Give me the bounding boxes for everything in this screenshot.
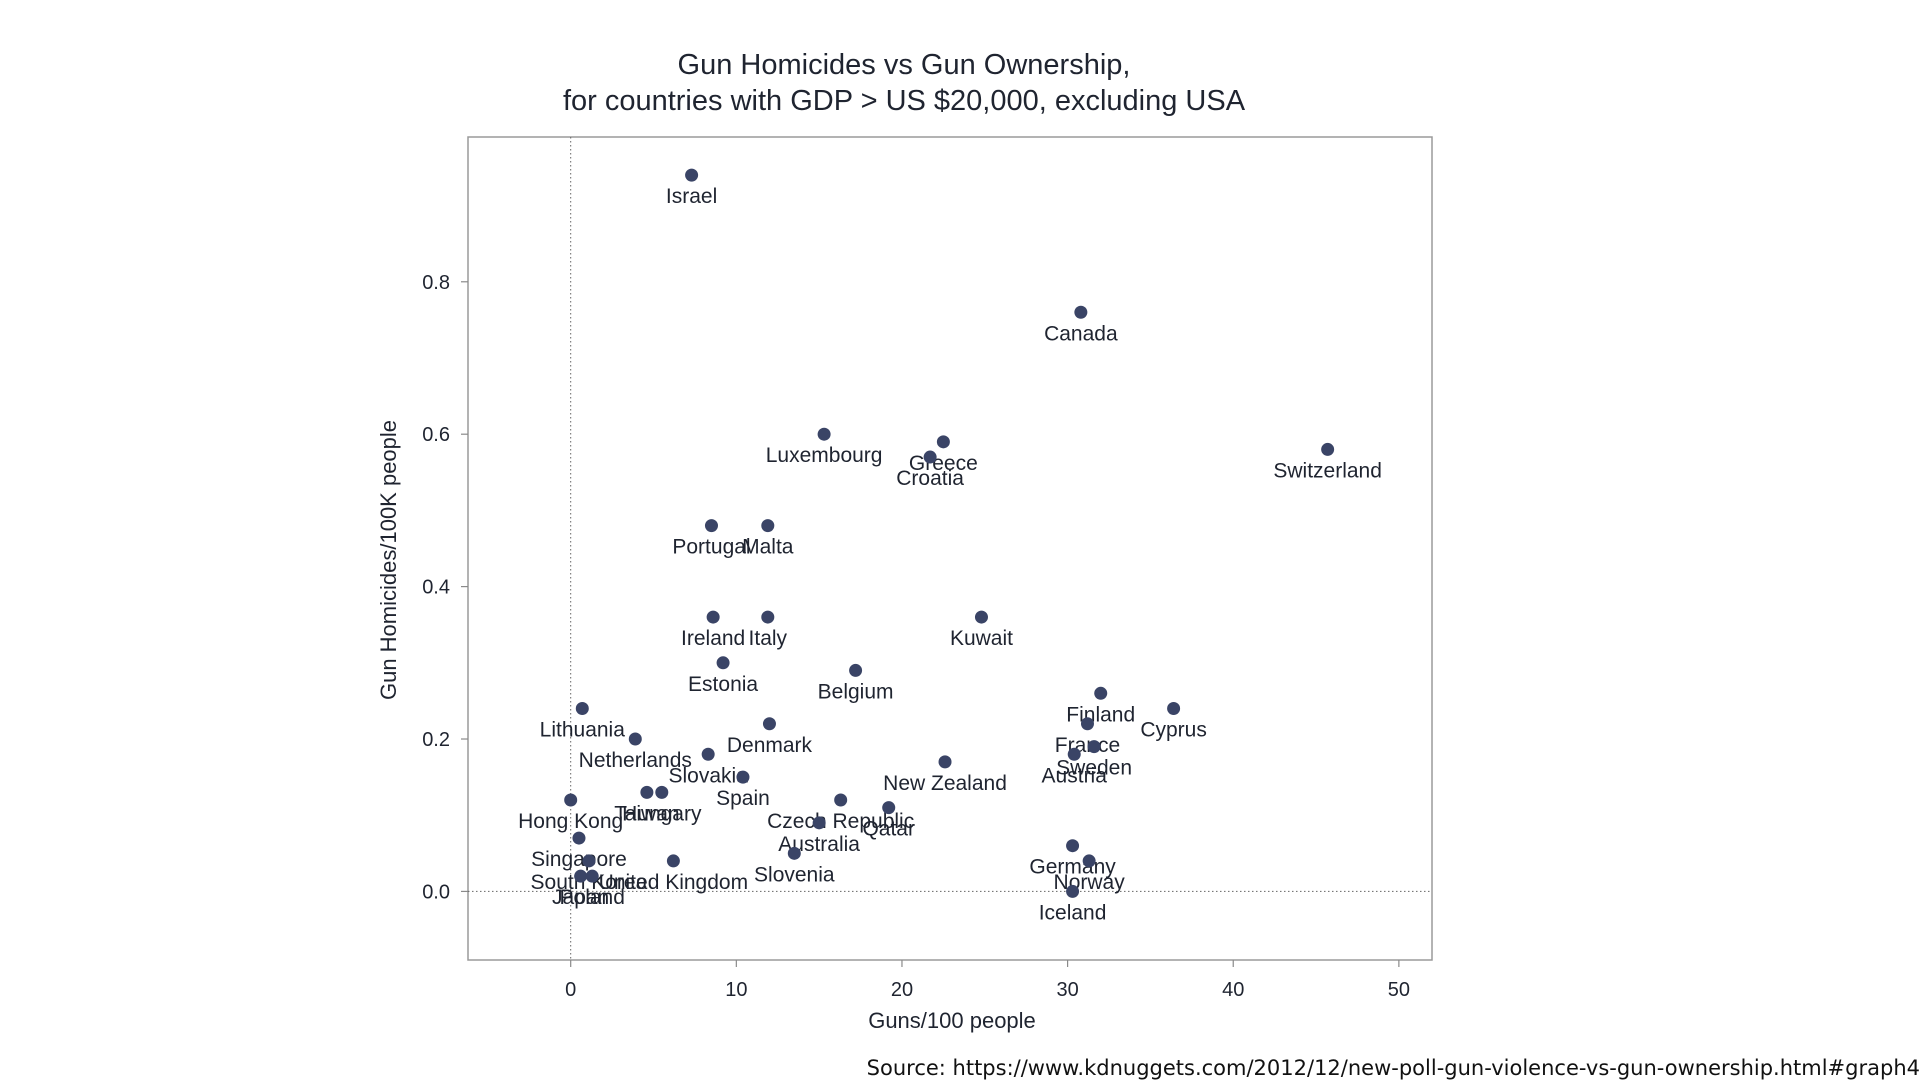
data-point (582, 854, 596, 868)
y-tick-label: 0.6 (422, 424, 450, 446)
point-label: Slovenia (754, 863, 835, 886)
data-point (761, 519, 775, 533)
y-tick-label: 0.8 (422, 272, 450, 294)
x-tick-label: 50 (1388, 979, 1410, 1001)
chart-title: Gun Homicides vs Gun Ownership, (678, 49, 1131, 81)
x-axis-label: Guns/100 people (868, 1008, 1036, 1033)
data-point (736, 770, 750, 784)
data-point (685, 168, 699, 182)
data-point (1087, 740, 1101, 754)
data-point (849, 663, 863, 677)
point-label: Austria (1042, 764, 1108, 787)
data-point (585, 869, 599, 883)
data-point (936, 435, 950, 449)
data-point (762, 717, 776, 731)
data-point (1074, 305, 1088, 319)
data-point (706, 610, 720, 624)
data-point (923, 450, 937, 464)
point-label: Norway (1054, 871, 1126, 894)
data-point (1066, 884, 1080, 898)
point-label: Iceland (1039, 901, 1107, 924)
point-label: Belgium (818, 680, 894, 703)
point-label: Cyprus (1140, 719, 1207, 742)
point-label: Portugal (672, 536, 750, 559)
point-label: South Korea (531, 871, 648, 894)
point-label: Slovakia (668, 764, 748, 787)
data-point (882, 801, 896, 815)
data-point (575, 702, 589, 716)
x-tick-label: 0 (565, 979, 576, 1001)
point-label: Singapore (531, 848, 627, 871)
data-point (974, 610, 988, 624)
y-axis-label: Gun Homicides/100K people (376, 420, 401, 700)
point-label: France (1055, 734, 1120, 757)
data-point (564, 793, 578, 807)
point-label: Sweden (1056, 757, 1132, 780)
plot-area: 0 10 20 30 40 50 0.0 0.2 0.4 0.6 0.8 Israel Canada Sw… (422, 136, 1433, 1001)
point-label: Japan (552, 886, 609, 909)
point-label: Czech Republic (767, 810, 914, 833)
point-label: Hungary (622, 802, 702, 825)
data-point (761, 610, 775, 624)
data-point (655, 785, 669, 799)
point-label: Luxembourg (766, 444, 883, 467)
point-label: Kuwait (950, 627, 1013, 650)
point-label: Hong Kong (518, 810, 623, 833)
point-label: Croatia (896, 467, 964, 490)
point-label: Estonia (688, 673, 758, 696)
point-label: Poland (560, 886, 625, 909)
y-tick-label: 0.2 (422, 729, 450, 751)
data-point (1066, 839, 1080, 853)
point-label: Qatar (862, 818, 915, 841)
point-label: Spain (716, 787, 770, 810)
data-point (1080, 717, 1094, 731)
point-label: Switzerland (1273, 459, 1382, 482)
point-label: Ireland (681, 627, 745, 650)
y-tick-label: 0.0 (422, 881, 450, 903)
x-tick-label: 30 (1056, 979, 1078, 1001)
data-point (817, 427, 831, 441)
point-label: Canada (1044, 322, 1118, 345)
data-point (1321, 442, 1335, 456)
data-point (812, 816, 826, 830)
x-tick-label: 10 (725, 979, 747, 1001)
point-label: Italy (749, 627, 788, 650)
point-label: Denmark (727, 734, 813, 757)
plot-frame (467, 136, 1433, 961)
source-note: Source: https://www.kdnuggets.com/2012/1… (866, 1056, 1920, 1080)
point-label: New Zealand (883, 772, 1007, 795)
y-tick-label: 0.4 (422, 577, 450, 599)
data-point (1094, 686, 1108, 700)
x-tick-label: 40 (1222, 979, 1244, 1001)
chart-subtitle: for countries with GDP > US $20,000, exc… (563, 85, 1246, 117)
data-point (701, 747, 715, 761)
data-point (716, 656, 730, 670)
data-point (938, 755, 952, 769)
data-point (1167, 702, 1181, 716)
point-label: Lithuania (540, 719, 626, 742)
data-point (572, 831, 586, 845)
data-point (666, 854, 680, 868)
point-label: Taiwan (614, 802, 679, 825)
point-label: Finland (1066, 703, 1135, 726)
data-point (704, 519, 718, 533)
data-point (1082, 854, 1096, 868)
data-point (574, 869, 588, 883)
data-point (640, 785, 654, 799)
point-label: Malta (742, 536, 794, 559)
data-point (1067, 747, 1081, 761)
data-point (787, 846, 801, 860)
data-point (628, 732, 642, 746)
point-label: Israel (666, 185, 717, 208)
point-label: Netherlands (579, 749, 692, 772)
point-label: United Kingdom (599, 871, 748, 894)
data-point (834, 793, 848, 807)
x-tick-label: 20 (891, 979, 913, 1001)
